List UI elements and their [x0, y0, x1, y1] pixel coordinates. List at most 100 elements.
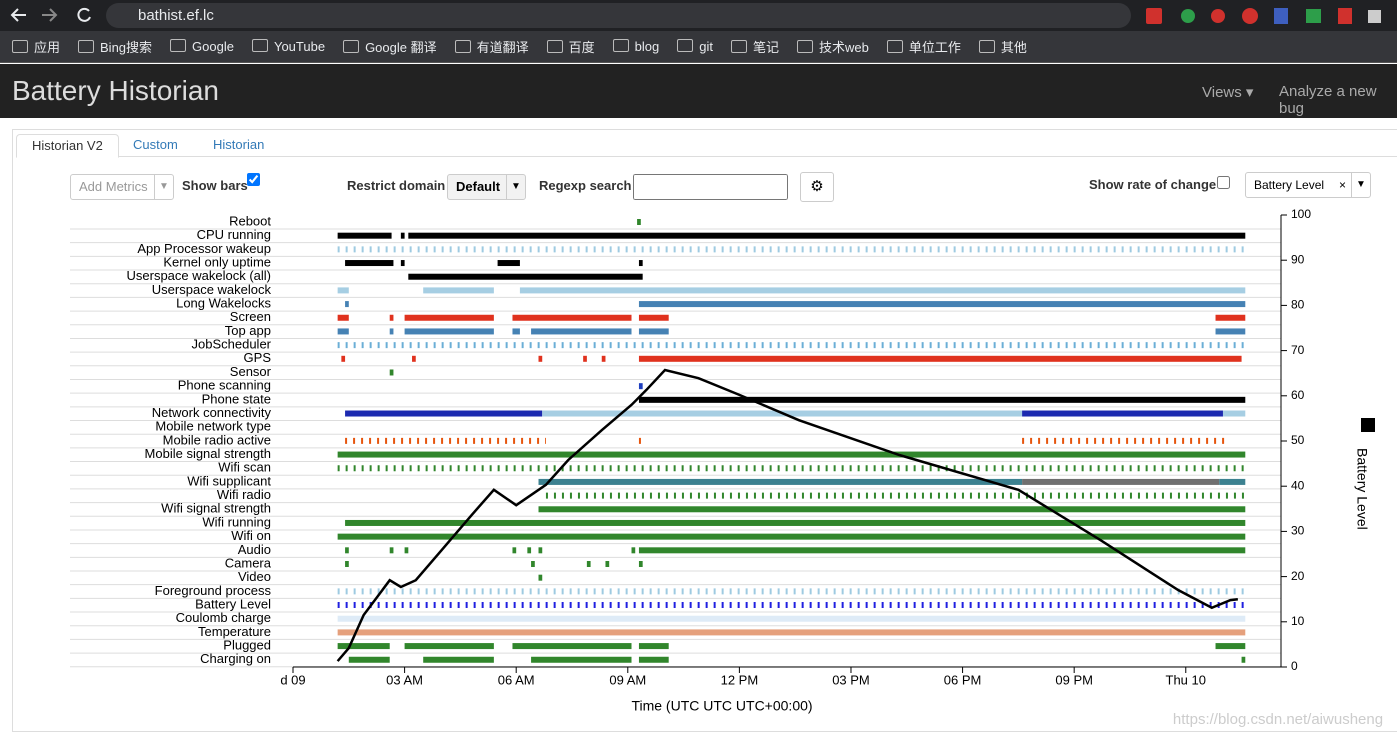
- show-bars-checkbox[interactable]: [247, 173, 260, 186]
- event-bar: [637, 219, 641, 225]
- event-bar: [1215, 643, 1246, 650]
- event-bar: [404, 328, 494, 335]
- bookmark[interactable]: git: [677, 39, 713, 54]
- bookmark[interactable]: 百度: [547, 37, 595, 56]
- row-label: Userspace wakelock (all): [127, 268, 272, 283]
- event-bar: [345, 410, 543, 417]
- restrict-domain-label: Restrict domain: [347, 178, 446, 193]
- x-tick-label: 03 PM: [832, 672, 870, 687]
- event-bar: [345, 519, 1246, 526]
- x-tick-label: 06 PM: [944, 672, 982, 687]
- menu-item[interactable]: Views: [1202, 84, 1242, 101]
- y2-tick-label: 40: [1291, 478, 1305, 492]
- tab[interactable]: Custom: [133, 137, 178, 152]
- event-bar: [1215, 314, 1246, 321]
- bookmarks-bar: 应用 Bing搜索 Google YouTube Google 翻译 有道翻译 百度 blog…: [0, 31, 1397, 63]
- url-text: bathist.ef.lc: [138, 7, 214, 24]
- views-menu[interactable]: Views ▾: [1202, 84, 1254, 101]
- row-label: Battery Level: [195, 596, 271, 611]
- browser-toolbar: bathist.ef.lc: [0, 0, 1397, 31]
- event-bar: [638, 260, 643, 267]
- event-bar: [531, 561, 535, 567]
- event-bar: [497, 260, 520, 267]
- bookmark[interactable]: Bing搜索: [78, 37, 152, 56]
- legend-swatch: [1361, 418, 1375, 432]
- event-bar: [400, 260, 405, 267]
- row-label: Phone state: [202, 391, 271, 406]
- event-bar: [583, 355, 587, 362]
- x-tick-label: 12 PM: [721, 672, 759, 687]
- row-label: GPS: [244, 350, 272, 365]
- event-bar: [1222, 410, 1246, 417]
- analyze-link[interactable]: Analyze a new bug: [1279, 83, 1377, 117]
- row-label: Wifi signal strength: [161, 501, 271, 516]
- domain-select[interactable]: Default ▼: [447, 174, 526, 200]
- y2-tick-label: 50: [1291, 433, 1305, 447]
- event-bar: [1219, 478, 1246, 485]
- row-label: Wifi on: [231, 528, 271, 543]
- event-bar: [512, 547, 517, 554]
- row-label: App Processor wakeup: [137, 241, 271, 256]
- nav-buttons[interactable]: [0, 0, 100, 31]
- x-tick-label: d 09: [280, 672, 305, 687]
- x-tick-label: Thu 10: [1166, 672, 1206, 687]
- add-metrics[interactable]: Add Metrics ▼: [70, 174, 174, 200]
- event-bar: [538, 574, 543, 581]
- event-bar: [337, 629, 1246, 636]
- app-title: Battery Historian: [12, 75, 219, 106]
- event-bar: [408, 273, 643, 280]
- bookmark[interactable]: 技术web: [797, 37, 869, 56]
- y2-tick-label: 100: [1291, 207, 1311, 221]
- bookmark[interactable]: Google 翻译: [343, 37, 437, 56]
- tab[interactable]: Historian: [213, 137, 265, 152]
- row-label: Foreground process: [155, 583, 272, 598]
- event-bar: [348, 656, 390, 663]
- bookmark[interactable]: 单位工作: [887, 37, 961, 56]
- address-bar[interactable]: bathist.ef.lc: [106, 3, 1131, 28]
- bookmark[interactable]: 应用: [12, 37, 60, 56]
- row-label: Charging on: [200, 651, 271, 666]
- x-tick-label: 03 AM: [386, 672, 423, 687]
- settings-button[interactable]: ⚙: [800, 172, 834, 202]
- bookmark[interactable]: 笔记: [731, 37, 779, 56]
- row-label: Screen: [230, 309, 271, 324]
- bookmark[interactable]: YouTube: [252, 39, 325, 54]
- bookmark[interactable]: 有道翻译: [455, 37, 529, 56]
- x-tick-label: 06 AM: [498, 672, 535, 687]
- row-label: Wifi radio: [217, 487, 271, 502]
- event-bar: [345, 260, 394, 267]
- event-bar: [538, 478, 1023, 485]
- select-value: Default: [456, 179, 501, 194]
- bookmark[interactable]: blog: [613, 39, 660, 54]
- x-tick-label: 09 PM: [1055, 672, 1093, 687]
- row-label: Reboot: [229, 213, 271, 228]
- event-bar: [341, 355, 346, 362]
- select-value: Battery Level: [1254, 178, 1325, 192]
- rate-checkbox[interactable]: [1217, 176, 1230, 189]
- event-bar: [389, 328, 394, 335]
- event-bar: [337, 643, 390, 650]
- event-bar: [538, 506, 1246, 513]
- placeholder: Add Metrics: [79, 179, 148, 194]
- row-label: Mobile radio active: [163, 432, 271, 447]
- event-bar: [337, 328, 349, 335]
- event-bar: [538, 547, 543, 554]
- event-bar: [337, 451, 1246, 458]
- y2-tick-label: 70: [1291, 343, 1305, 357]
- metric-select[interactable]: Battery Level × ▼: [1245, 172, 1371, 198]
- extensions[interactable]: [1140, 6, 1390, 26]
- y2-tick-label: 90: [1291, 252, 1305, 266]
- event-bar: [337, 314, 349, 321]
- y2-tick-label: 10: [1291, 614, 1305, 628]
- row-label: Kernel only uptime: [163, 254, 271, 269]
- event-bar: [1241, 656, 1246, 663]
- event-bar: [404, 547, 409, 554]
- event-bar: [1022, 410, 1223, 417]
- tab[interactable]: Historian V2: [16, 134, 119, 158]
- event-bar: [1022, 478, 1220, 485]
- event-bar: [531, 328, 632, 335]
- bookmark[interactable]: Google: [170, 39, 234, 54]
- bookmark[interactable]: 其他: [979, 37, 1027, 56]
- regexp-input[interactable]: [633, 174, 788, 200]
